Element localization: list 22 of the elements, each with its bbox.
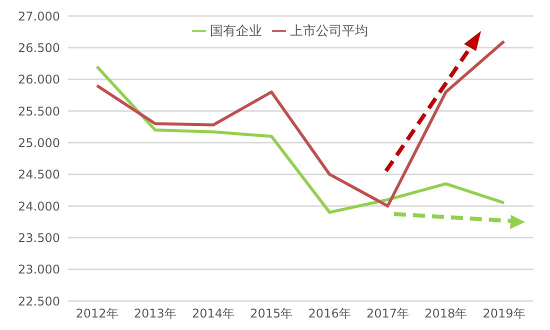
x-tick-label: 2015年	[250, 306, 293, 321]
y-tick-label: 25.500	[18, 104, 60, 118]
y-tick-label: 23.000	[18, 262, 60, 277]
y-tick-label: 24.000	[18, 199, 60, 214]
line-series	[96, 40, 506, 208]
line-series	[96, 65, 506, 214]
legend-label: 国有企业	[210, 24, 262, 39]
y-tick-label: 27.000	[18, 9, 60, 24]
x-tick-label: 2018年	[424, 306, 468, 321]
legend-label: 上市公司平均	[290, 24, 368, 39]
y-tick-label: 23.500	[18, 230, 60, 245]
x-tick-label: 2013年	[134, 306, 176, 321]
y-tick-label: 25.000	[18, 136, 60, 150]
x-tick-label: 2017年	[366, 306, 409, 321]
x-tick-label: 2016年	[308, 306, 351, 321]
y-tick-label: 26.000	[18, 72, 60, 87]
y-tick-label: 26.500	[18, 40, 60, 55]
y-tick-label: 24.500	[18, 168, 60, 182]
y-tick-label: 22.500	[18, 294, 60, 308]
x-tick-label: 2014年	[192, 306, 235, 321]
x-tick-label: 2019年	[482, 306, 526, 321]
x-tick-label: 2012年	[76, 306, 118, 321]
